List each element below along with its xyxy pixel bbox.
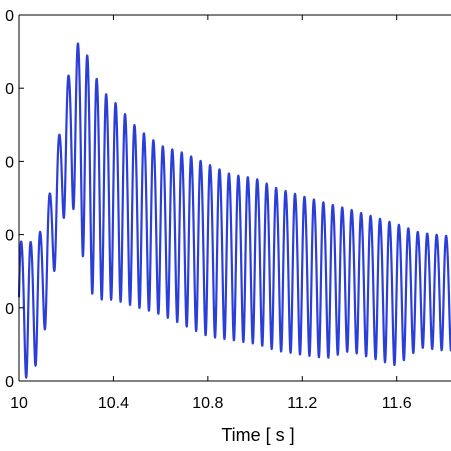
y-tick-label: 0 <box>5 81 14 98</box>
series-line <box>17 42 451 379</box>
x-tick-label: 10.8 <box>192 395 223 412</box>
x-tick-label: 10.4 <box>98 395 129 412</box>
y-ticks: 0 0 0 0 0 0 <box>5 8 24 391</box>
y-tick-label: 0 <box>5 154 14 171</box>
x-tick-label: 11.2 <box>287 395 317 412</box>
x-axis-title: Time [ s ] <box>221 425 294 445</box>
x-tick-label: 11.6 <box>382 395 412 412</box>
y-tick-label: 0 <box>5 228 14 245</box>
y-tick-label: 0 <box>5 8 14 25</box>
y-tick-label: 0 <box>5 374 14 391</box>
x-tick-label: 10 <box>10 395 28 412</box>
y-tick-label: 0 <box>5 301 14 318</box>
x-ticks: 10 10.4 10.8 11.2 11.6 <box>10 15 412 412</box>
